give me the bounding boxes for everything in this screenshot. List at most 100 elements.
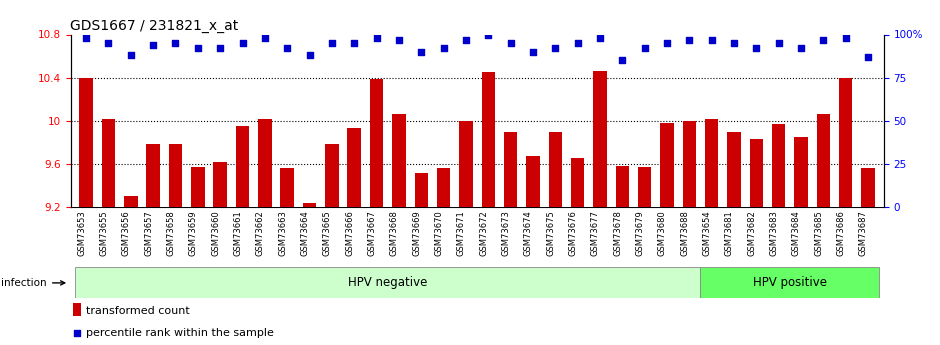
Bar: [705, 119, 718, 207]
Bar: [258, 119, 272, 207]
Point: [592, 35, 607, 41]
Point: [682, 37, 697, 42]
Bar: [838, 78, 853, 207]
Text: GSM73679: GSM73679: [635, 210, 645, 256]
Bar: [437, 168, 450, 207]
Text: infection: infection: [2, 278, 65, 288]
Text: GSM73655: GSM73655: [100, 210, 108, 256]
Point: [436, 46, 451, 51]
Text: HPV negative: HPV negative: [348, 276, 428, 289]
Bar: [504, 131, 517, 207]
Bar: [191, 167, 205, 207]
Bar: [102, 119, 116, 207]
Point: [391, 37, 406, 42]
Bar: [213, 162, 227, 207]
Text: GSM73682: GSM73682: [747, 210, 757, 256]
Bar: [571, 158, 585, 207]
Point: [459, 37, 474, 42]
Bar: [459, 121, 473, 207]
Point: [280, 46, 295, 51]
Bar: [236, 126, 249, 207]
Text: GSM73656: GSM73656: [122, 210, 131, 256]
Text: GSM73684: GSM73684: [791, 210, 801, 256]
Text: GSM73660: GSM73660: [212, 210, 220, 256]
Text: transformed count: transformed count: [86, 306, 190, 316]
Bar: [817, 114, 830, 207]
Bar: [369, 79, 384, 207]
Text: GSM73683: GSM73683: [770, 210, 778, 256]
Text: GSM73661: GSM73661: [233, 210, 243, 256]
Text: GSM73668: GSM73668: [390, 210, 399, 256]
Bar: [280, 168, 294, 207]
Text: GSM73653: GSM73653: [77, 210, 86, 256]
Text: GSM73665: GSM73665: [322, 210, 332, 256]
Text: GSM73663: GSM73663: [278, 210, 288, 256]
Point: [659, 40, 674, 46]
Bar: [700, 267, 879, 298]
Point: [190, 46, 205, 51]
Text: GSM73675: GSM73675: [546, 210, 556, 256]
Point: [615, 58, 630, 63]
Text: GSM73666: GSM73666: [345, 210, 354, 256]
Text: GSM73670: GSM73670: [434, 210, 444, 256]
Point: [414, 49, 429, 55]
Point: [347, 40, 362, 46]
Bar: [72, 303, 82, 316]
Text: GSM73664: GSM73664: [301, 210, 309, 256]
Point: [816, 37, 831, 42]
Point: [235, 40, 250, 46]
Point: [146, 42, 161, 48]
Text: GSM73657: GSM73657: [144, 210, 153, 256]
Point: [749, 46, 764, 51]
Point: [168, 40, 183, 46]
Point: [704, 37, 719, 42]
Point: [302, 52, 317, 58]
Text: GSM73688: GSM73688: [681, 210, 689, 256]
Point: [123, 52, 138, 58]
Bar: [348, 128, 361, 207]
Bar: [325, 145, 338, 207]
Point: [258, 35, 273, 41]
Bar: [682, 121, 696, 207]
Bar: [124, 196, 137, 207]
Text: GSM73680: GSM73680: [658, 210, 666, 256]
Bar: [147, 145, 160, 207]
Point: [212, 46, 227, 51]
Bar: [660, 123, 674, 207]
Text: GSM73672: GSM73672: [479, 210, 488, 256]
Text: GSM73669: GSM73669: [413, 210, 421, 256]
Point: [771, 40, 786, 46]
Point: [503, 40, 518, 46]
Text: GSM73671: GSM73671: [457, 210, 466, 256]
Point: [79, 35, 94, 41]
Point: [525, 49, 540, 55]
Point: [838, 35, 854, 41]
Point: [324, 40, 339, 46]
Text: GSM73659: GSM73659: [189, 210, 197, 256]
Text: GSM73681: GSM73681: [725, 210, 734, 256]
Text: HPV positive: HPV positive: [753, 276, 827, 289]
Point: [570, 40, 585, 46]
Point: [727, 40, 742, 46]
Bar: [593, 71, 606, 207]
Text: GSM73658: GSM73658: [166, 210, 176, 256]
Bar: [80, 78, 93, 207]
Point: [369, 35, 384, 41]
Text: GSM73686: GSM73686: [837, 210, 846, 256]
Text: GSM73678: GSM73678: [613, 210, 622, 256]
Point: [101, 40, 116, 46]
Point: [860, 54, 875, 60]
Bar: [616, 166, 629, 207]
Bar: [638, 167, 651, 207]
Point: [70, 331, 85, 336]
Text: GDS1667 / 231821_x_at: GDS1667 / 231821_x_at: [70, 19, 239, 33]
Text: GSM73676: GSM73676: [569, 210, 577, 256]
Bar: [728, 131, 741, 207]
Point: [637, 46, 652, 51]
Bar: [75, 267, 700, 298]
Bar: [303, 203, 316, 207]
Text: GSM73667: GSM73667: [368, 210, 377, 256]
Text: GSM73685: GSM73685: [814, 210, 823, 256]
Text: GSM73674: GSM73674: [524, 210, 533, 256]
Bar: [415, 172, 428, 207]
